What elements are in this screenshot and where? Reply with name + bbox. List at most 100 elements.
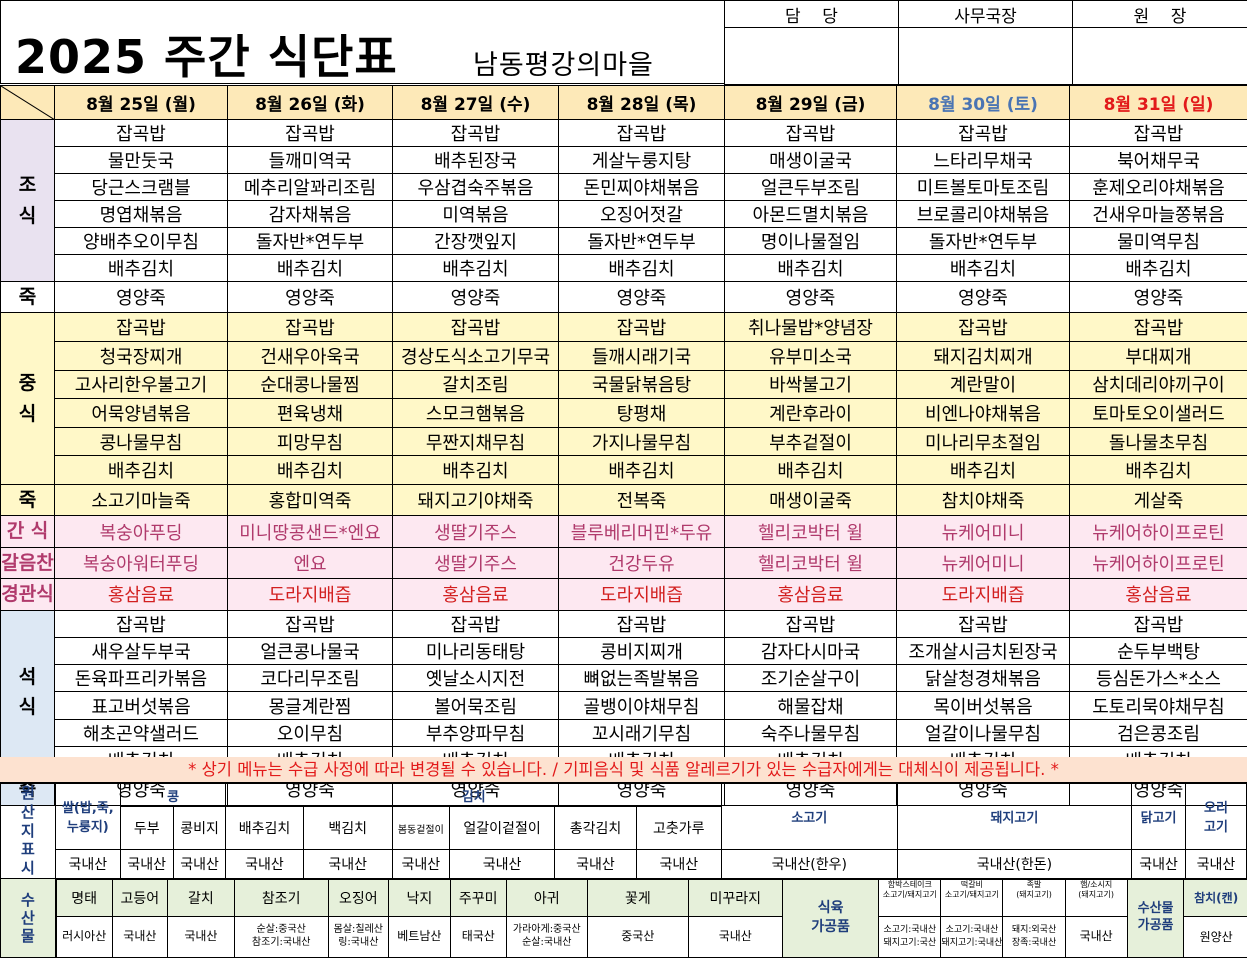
breakfast-porridge-item: 영양죽: [725, 282, 897, 313]
processed-item: 족발(돼지고기): [1003, 879, 1065, 916]
seafood-item: 고등어: [112, 879, 168, 916]
lunch-porridge-item: 홍합미역죽: [228, 484, 393, 515]
kimchi-origin: 국내산: [303, 849, 392, 878]
seafood-origin: 태국산: [450, 916, 506, 957]
chicken-origin: 국내산: [1132, 849, 1186, 878]
lunch-item: 고사리한우불고기: [55, 370, 228, 399]
lunch-item: 어묵양념볶음: [55, 399, 228, 428]
lunch-item: 부추겉절이: [725, 427, 897, 456]
kimchi-item: 봄동겉절이: [392, 807, 449, 850]
chewable-item: 뉴케어하이프로틴: [1070, 547, 1247, 578]
lunch-item: 바싹불고기: [725, 370, 897, 399]
tube-item: 홍삼음료: [55, 579, 228, 610]
dinner-item: 닭살청경채볶음: [897, 665, 1070, 692]
dinner-item: 도토리묵야채무침: [1070, 692, 1247, 719]
lunch-item: 배추김치: [228, 456, 393, 485]
tube-item: 홍삼음료: [725, 579, 897, 610]
lunch-item: 잡곡밥: [559, 313, 725, 342]
lunch-item: 편육냉채: [228, 399, 393, 428]
seafood-item: 아귀: [506, 879, 587, 916]
rice-origin: 국내산: [55, 849, 120, 878]
seafood-item: 갈치: [168, 879, 234, 916]
dinner-item: 검은콩조림: [1070, 719, 1247, 746]
day-header: 8월 25일 (월): [55, 86, 228, 120]
diagonal-line-icon: [1, 86, 55, 120]
signature-head[interactable]: [1073, 28, 1247, 85]
beef-label: 소고기: [721, 784, 897, 850]
seafood-item: 주꾸미: [450, 879, 506, 916]
processed-item-name: 햄/소시지: [1066, 880, 1127, 890]
chewable-item: 뉴케어미니: [897, 547, 1070, 578]
lunch-item: 부대찌개: [1070, 341, 1247, 370]
dinner-item: 조개살시금치된장국: [897, 637, 1070, 664]
processed-item-name: 족발: [1003, 880, 1064, 890]
seafood-processed-label: 수산물 가공품: [1127, 879, 1184, 957]
breakfast-item: 배추김치: [725, 255, 897, 282]
bean-label: 콩: [120, 784, 226, 807]
dinner-item: 조기순살구이: [725, 665, 897, 692]
breakfast-item: 배추김치: [55, 255, 228, 282]
lunch-item: 잡곡밥: [897, 313, 1070, 342]
lunch-item: 돼지김치찌개: [897, 341, 1070, 370]
tube-item: 홍삼음료: [393, 579, 559, 610]
seafood-origin: 가라아게:중국산 순살:국내산: [506, 916, 587, 957]
dinner-item: 얼큰콩나물국: [228, 637, 393, 664]
dinner-item: 숙주나물무침: [725, 719, 897, 746]
lunch-item: 가지나물무침: [559, 427, 725, 456]
lunch-item: 탕평채: [559, 399, 725, 428]
kimchi-origin: 국내산: [636, 849, 721, 878]
bean-curd-label: 콩비지: [173, 807, 226, 850]
tube-item: 홍삼음료: [1070, 579, 1247, 610]
breakfast-item: 매생이굴국: [725, 147, 897, 174]
dinner-item: 옛날소시지전: [393, 665, 559, 692]
processed-origin: 돼지:외국산 장족:국내산: [1003, 916, 1065, 957]
title-box: 2025 주간 식단표 남동평강의마을: [0, 0, 724, 84]
breakfast-item: 느타리무채국: [897, 147, 1070, 174]
breakfast-item: 잡곡밥: [228, 120, 393, 147]
dinner-item: 코다리무조림: [228, 665, 393, 692]
processed-meat-label: 식육 가공품: [782, 879, 878, 957]
breakfast-item: 돌자반*연두부: [228, 228, 393, 255]
origin-side-label: 원 산 지 표 시: [1, 784, 56, 879]
day-header: 8월 28일 (목): [559, 86, 725, 120]
dinner-item: 해초곤약샐러드: [55, 719, 228, 746]
processed-origin: 국내산: [1065, 916, 1127, 957]
corner-cell: [1, 86, 55, 120]
dinner-item: 잡곡밥: [559, 610, 725, 637]
rice-label: 쌀(밥,죽, 누룽지): [55, 784, 120, 850]
breakfast-item: 명엽채볶음: [55, 201, 228, 228]
snack-item: 생딸기주스: [393, 516, 559, 547]
seafood-origin: 국내산: [168, 916, 234, 957]
lunch-item: 배추김치: [393, 456, 559, 485]
breakfast-item: 배추김치: [559, 255, 725, 282]
seafood-item: 명태: [56, 879, 112, 916]
processed-item-note: 소고기/돼지고기: [879, 890, 940, 900]
dinner-item: 해물잡채: [725, 692, 897, 719]
header: 2025 주간 식단표 남동평강의마을 담 당 사무국장 원 장: [0, 0, 1247, 85]
dinner-item: 표고버섯볶음: [55, 692, 228, 719]
dinner-item: 잡곡밥: [55, 610, 228, 637]
tuna-origin: 원양산: [1184, 916, 1247, 957]
day-header: 8월 30일 (토): [897, 86, 1070, 120]
dinner-item: 몽글계란찜: [228, 692, 393, 719]
signature-director[interactable]: [899, 28, 1073, 85]
day-header: 8월 27일 (수): [393, 86, 559, 120]
breakfast-item: 명이나물절임: [725, 228, 897, 255]
snack-item: 뉴케어미니: [897, 516, 1070, 547]
seafood-item: 참조기: [234, 879, 328, 916]
lunch-item: 잡곡밥: [393, 313, 559, 342]
bean-curd-origin: 국내산: [173, 849, 226, 878]
kimchi-item: 총각김치: [555, 807, 636, 850]
dinner-label: 석 식: [1, 610, 55, 774]
tofu-label: 두부: [120, 807, 173, 850]
signature-staff[interactable]: [725, 28, 899, 85]
lunch-item: 돌나물초무침: [1070, 427, 1247, 456]
breakfast-item: 물만둣국: [55, 147, 228, 174]
lunch-item: 국물닭볶음탕: [559, 370, 725, 399]
seafood-label: 수 산 물: [1, 878, 56, 958]
breakfast-item: 브로콜리야채볶음: [897, 201, 1070, 228]
breakfast-porridge-item: 영양죽: [55, 282, 228, 313]
dinner-item: 콩비지찌개: [559, 637, 725, 664]
